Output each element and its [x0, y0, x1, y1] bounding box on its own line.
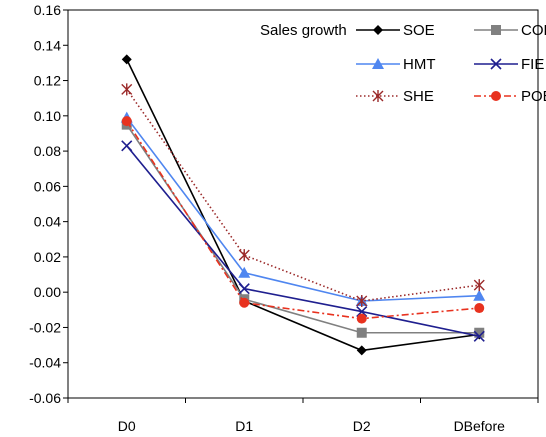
data-point-coe [356, 327, 367, 338]
legend-label: HMT [403, 56, 436, 73]
series-line-hmt [126, 117, 480, 302]
legend-label: SOE [403, 22, 435, 39]
legend-marker [372, 90, 384, 102]
series-line-coe [126, 124, 480, 334]
asterisk-marker [473, 279, 485, 292]
y-tick-label: 0.04 [34, 214, 61, 230]
series-line-she [126, 88, 480, 302]
data-point-fie [238, 283, 250, 295]
y-tick-label: 0.10 [34, 108, 61, 124]
data-point-hmt [238, 266, 251, 278]
triangle-marker [372, 58, 384, 69]
legend-marker [490, 58, 502, 70]
x-marker [490, 58, 502, 70]
asterisk-marker [356, 295, 368, 307]
y-tick-label: 0.12 [34, 73, 61, 89]
diamond-marker [121, 54, 132, 65]
data-point-poe [474, 303, 485, 314]
x-tick-label: D2 [353, 418, 371, 434]
y-tick-label: 0.08 [34, 143, 61, 159]
legend-marker [491, 91, 501, 101]
diamond-marker [373, 25, 383, 35]
legend-entry-hmt: HMT [356, 56, 436, 73]
y-tick-label: 0.06 [34, 178, 61, 194]
series-line-fie [126, 145, 480, 338]
x-tick-label: D0 [118, 418, 136, 434]
legend-entry-poe: POE [474, 88, 546, 105]
legend-marker [373, 25, 383, 35]
x-tick-label: D1 [235, 418, 253, 434]
legend-marker [491, 25, 501, 35]
x-marker [473, 330, 485, 342]
x-marker [121, 140, 133, 152]
y-tick-label: 0.14 [34, 37, 61, 53]
series-line-poe [126, 120, 480, 320]
data-point-she [121, 83, 133, 96]
triangle-marker [238, 266, 251, 278]
x-marker [238, 283, 250, 295]
y-tick-label: -0.02 [29, 319, 61, 335]
legend-title: Sales growth [260, 22, 347, 39]
legend-label: FIE [521, 56, 544, 73]
legend-label: COE [521, 22, 546, 39]
legend-entry-she: SHE [356, 88, 434, 105]
data-point-coe [474, 327, 485, 338]
asterisk-marker [238, 249, 250, 262]
x-tick-label: DBefore [454, 418, 506, 434]
legend-entry-soe: SOE [356, 22, 435, 39]
y-tick-label: -0.04 [29, 355, 61, 371]
circle-marker [474, 303, 485, 314]
y-tick-label: 0.00 [34, 284, 61, 300]
square-marker [474, 327, 485, 338]
asterisk-marker [121, 83, 133, 96]
legend-label: SHE [403, 88, 434, 105]
legend-marker [372, 58, 384, 69]
triangle-marker [473, 289, 486, 301]
data-point-fie [473, 330, 485, 342]
data-point-poe [239, 297, 250, 308]
data-point-she [238, 249, 250, 262]
series-line-soe [126, 59, 480, 352]
diamond-marker [356, 345, 367, 356]
legend-entry-fie: FIE [474, 56, 544, 73]
asterisk-marker [372, 90, 384, 102]
legend-entry-coe: COE [474, 22, 546, 39]
data-point-she [473, 279, 485, 292]
square-marker [356, 327, 367, 338]
y-tick-label: 0.02 [34, 249, 61, 265]
square-marker [491, 25, 501, 35]
circle-marker [491, 91, 501, 101]
y-tick-label: 0.16 [34, 2, 61, 18]
data-point-poe [356, 313, 367, 324]
circle-marker [121, 116, 132, 127]
data-point-she [356, 295, 368, 307]
plot-area-frame [67, 9, 539, 399]
data-point-soe [356, 345, 367, 356]
data-point-hmt [473, 289, 486, 301]
data-point-fie [121, 140, 133, 152]
circle-marker [356, 313, 367, 324]
data-point-poe [121, 116, 132, 127]
y-tick-label: -0.06 [29, 390, 61, 406]
data-point-soe [121, 54, 132, 65]
legend-label: POE [521, 88, 546, 105]
circle-marker [239, 297, 250, 308]
